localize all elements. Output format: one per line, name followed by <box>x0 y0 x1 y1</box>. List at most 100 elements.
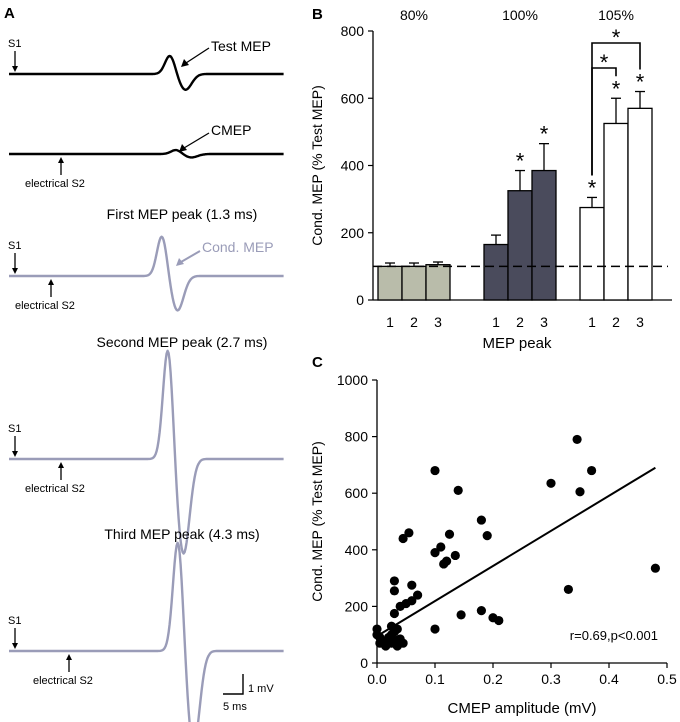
c-point-34 <box>442 556 452 566</box>
c-xtick-label-3: 0.3 <box>541 671 561 687</box>
c-point-26 <box>413 590 423 600</box>
b-xtick-1-3: 3 <box>434 314 442 330</box>
panel-c-letter: C <box>312 354 323 371</box>
s2-arrow-4-head <box>58 462 64 468</box>
scale-bar-voltage: 1 mV <box>248 683 274 695</box>
c-ytick-label-1000: 1000 <box>337 372 368 388</box>
stim-s1-label-4: S1 <box>8 423 21 435</box>
b-sig-3-1: * <box>588 175 597 200</box>
c-point-27 <box>389 576 399 586</box>
c-point-36 <box>450 550 460 561</box>
panel-b-letter: B <box>312 6 323 23</box>
c-point-28 <box>389 586 399 596</box>
b-ylabel: Cond. MEP (% Test MEP) <box>309 85 325 246</box>
c-point-43 <box>494 615 504 626</box>
c-point-40 <box>476 515 486 525</box>
c-ytick-label-0: 0 <box>360 655 368 671</box>
trace-4 <box>9 349 284 555</box>
b-xtick-3-2: 2 <box>612 314 620 330</box>
stim-s1-label-3: S1 <box>8 240 21 252</box>
b-group-label-2: 100% <box>502 7 538 23</box>
b-ytick-label-600: 600 <box>341 90 365 106</box>
c-point-38 <box>456 610 466 620</box>
b-bar-3-3 <box>627 107 653 301</box>
s2-arrow-5-head <box>66 654 72 660</box>
stim-s2-label-5: electrical S2 <box>33 675 93 687</box>
b-xlabel: MEP peak <box>483 335 552 352</box>
b-bar-3-2 <box>603 122 629 301</box>
b-sig-2-2: * <box>516 149 525 174</box>
c-fit-line <box>376 466 656 637</box>
c-point-32 <box>436 542 446 552</box>
b-bar-1-3 <box>425 264 451 301</box>
s2-arrow-2-head <box>58 157 64 163</box>
b-ytick-label-0: 0 <box>356 292 364 308</box>
cmep-label: CMEP <box>211 122 251 138</box>
c-ylabel: Cond. MEP (% Test MEP) <box>309 441 325 602</box>
b-xtick-2-1: 1 <box>492 314 500 330</box>
c-xtick-label-1: 0.1 <box>425 671 445 687</box>
b-group-label-3: 105% <box>598 7 634 23</box>
b-bar-3-1 <box>579 206 605 301</box>
c-point-14 <box>389 608 399 619</box>
c-point-47 <box>575 487 585 497</box>
c-point-49 <box>650 563 661 573</box>
stim-s2-label-4: electrical S2 <box>25 483 85 495</box>
b-xtick-2-3: 3 <box>540 314 548 330</box>
stim-s1-label-1: S1 <box>8 38 21 50</box>
panel-b-bar-chart: B 0 200 400 600 800 Cond. MEP (% Test MEP) MEP … <box>309 6 672 352</box>
b-xtick-3-3: 3 <box>636 314 644 330</box>
s1-arrow-1-head <box>12 66 18 72</box>
trace-1 <box>9 54 284 91</box>
cond-mep-label: Cond. MEP <box>202 239 274 255</box>
s2-arrow-3-head <box>48 279 54 285</box>
b-bracket-2 <box>591 42 641 176</box>
b-bar-1-2 <box>401 265 427 301</box>
c-point-25 <box>407 596 417 606</box>
c-xtick-label-0: 0.0 <box>367 671 387 687</box>
panel-a-letter: A <box>4 5 15 22</box>
s1-arrow-3-head <box>12 268 18 274</box>
b-bar-2-1 <box>483 243 509 301</box>
test-mep-pointer <box>185 47 210 64</box>
c-ytick-label-200: 200 <box>345 598 369 614</box>
cond-mep-pointer <box>180 250 201 263</box>
stim-s2-label-2: electrical S2 <box>25 178 85 190</box>
cmep-pointer-head <box>179 144 187 152</box>
b-group-label-1: 80% <box>400 7 428 23</box>
cond-mep-pointer-head <box>176 258 184 266</box>
stim-s2-label-3: electrical S2 <box>15 300 75 312</box>
cmep-pointer <box>183 132 210 149</box>
b-sig-2-3: * <box>540 122 549 147</box>
c-ytick-label-400: 400 <box>345 542 369 558</box>
c-point-45 <box>563 584 574 595</box>
panel-c-scatter-chart: C 0 200 400 600 800 1000 0.0 0.1 0.2 0.3 0.4 0.5 Cond… <box>309 354 677 717</box>
c-point-17 <box>392 624 402 634</box>
b-sig-3-3: * <box>636 70 645 95</box>
s1-arrow-5-head <box>12 643 18 649</box>
b-xtick-2-2: 2 <box>516 314 524 330</box>
trace-title-4: Second MEP peak (2.7 ms) <box>97 334 268 350</box>
c-point-41 <box>482 531 492 541</box>
b-xtick-3-1: 1 <box>588 314 596 330</box>
trace-title-3: First MEP peak (1.3 ms) <box>107 206 258 222</box>
b-ytick-label-800: 800 <box>341 23 365 39</box>
c-xtick-label-5: 0.5 <box>657 671 677 687</box>
c-ytick-label-600: 600 <box>345 485 369 501</box>
c-point-24 <box>407 580 417 590</box>
c-ytick-label-800: 800 <box>345 429 369 445</box>
c-point-48 <box>587 465 597 476</box>
b-bar-2-3 <box>531 169 557 301</box>
test-mep-pointer-head <box>181 59 189 67</box>
s1-arrow-4-head <box>12 451 18 457</box>
c-point-23 <box>404 528 414 538</box>
scale-bar <box>223 674 244 695</box>
b-bar-1-1 <box>377 265 403 301</box>
test-mep-label: Test MEP <box>211 38 271 54</box>
b-xtick-1-2: 2 <box>410 314 418 330</box>
c-point-31 <box>430 548 440 558</box>
c-point-44 <box>546 478 556 488</box>
b-bracket-star-2: * <box>612 25 621 50</box>
c-annotation: r=0.69,p<0.001 <box>570 628 658 643</box>
